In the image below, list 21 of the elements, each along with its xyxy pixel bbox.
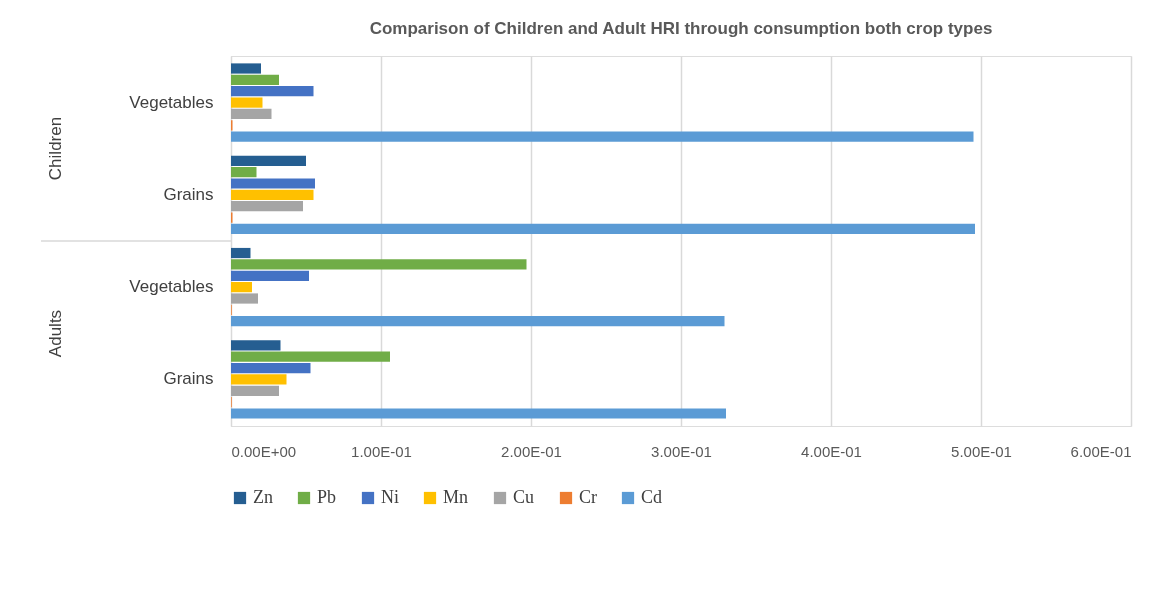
legend-label: Pb bbox=[317, 487, 337, 507]
y-tick-label: Grains bbox=[163, 369, 214, 389]
x-tick-label: 2.00E-01 bbox=[501, 442, 562, 460]
text: Adults bbox=[46, 309, 65, 358]
text: Children bbox=[46, 116, 65, 181]
x-tick-label: 1.00E-01 bbox=[351, 442, 412, 460]
legend-label: Cr bbox=[579, 487, 598, 507]
x-tick-label: 0.00E+00 bbox=[231, 442, 297, 460]
legend-label: Zn bbox=[253, 487, 273, 507]
x-tick-label: 6.00E-01 bbox=[1070, 442, 1132, 460]
chart-title: Comparison of Children and Adult HRI through consumption both crop types bbox=[369, 19, 993, 38]
x-tick-label: 4.00E-01 bbox=[801, 442, 862, 460]
x-tick-label: 3.00E-01 bbox=[651, 442, 712, 460]
y-tick-label: Vegetables bbox=[129, 92, 214, 112]
legend-label: Cd bbox=[641, 487, 663, 507]
x-tick-label: 5.00E-01 bbox=[951, 442, 1012, 460]
legend-label: Mn bbox=[443, 487, 469, 507]
legend-label: Ni bbox=[381, 487, 399, 507]
y-tick-label: Grains bbox=[163, 184, 214, 204]
y-tick-label: Vegetables bbox=[129, 277, 214, 297]
legend-label: Cu bbox=[513, 487, 535, 507]
